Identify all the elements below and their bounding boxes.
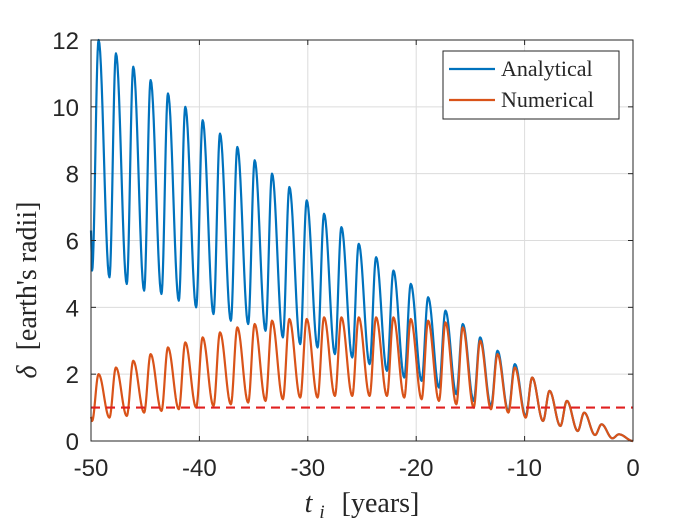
series-line-numerical <box>89 316 634 443</box>
x-axis-unit: [years] <box>342 488 420 519</box>
legend-label-analytical: Analytical <box>501 56 593 81</box>
x-tick-label: -30 <box>290 455 325 482</box>
x-axis-variable: t <box>305 488 314 519</box>
x-tick-label: -10 <box>507 455 542 482</box>
legend-label-numerical: Numerical <box>501 87 594 112</box>
y-axis-unit: [earth's radii] <box>12 202 43 351</box>
x-tick-label: -20 <box>399 455 434 482</box>
x-tick-label: -50 <box>74 455 109 482</box>
series-lines <box>89 38 634 443</box>
y-tick-label: 6 <box>66 229 79 256</box>
y-tick-label: 0 <box>66 429 79 456</box>
y-tick-label: 4 <box>66 295 79 322</box>
y-axis-label: δ [earth's radii] <box>12 202 43 379</box>
axis-ticks: -50 -40 -30 -20 -10 0 0 2 4 6 8 10 12 <box>52 28 639 482</box>
legend-box <box>442 50 620 120</box>
x-axis-subscript: i <box>319 502 324 523</box>
y-axis-variable: δ <box>12 364 43 378</box>
x-tick-label: 0 <box>626 455 639 482</box>
x-tick-label: -40 <box>182 455 217 482</box>
x-axis-label: t i [years] <box>305 488 420 525</box>
y-tick-label: 8 <box>66 162 79 189</box>
y-tick-label: 10 <box>52 95 79 122</box>
y-tick-label: 2 <box>66 362 79 389</box>
legend: Analytical Numerical <box>442 50 620 120</box>
y-tick-label: 12 <box>52 28 79 55</box>
